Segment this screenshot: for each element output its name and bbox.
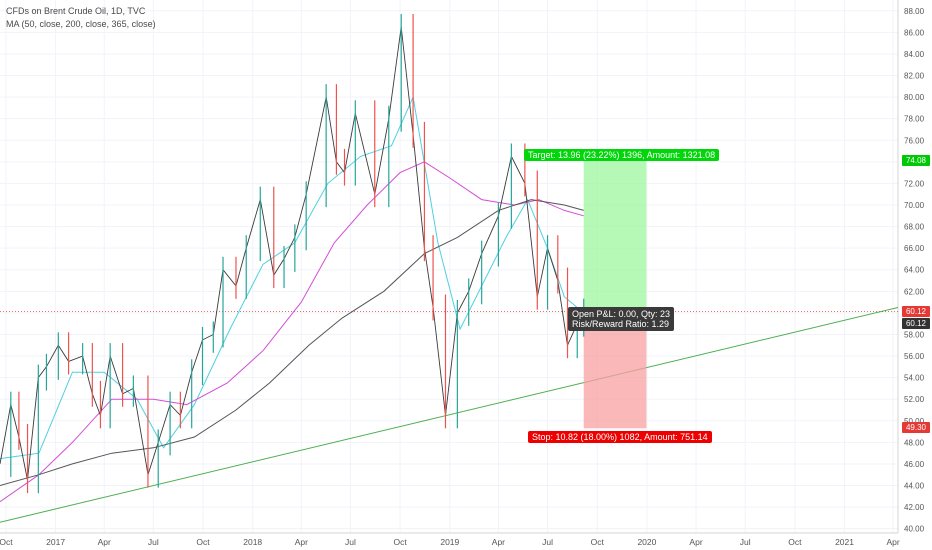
price-line bbox=[0, 26, 585, 481]
x-tick-label: Apr bbox=[295, 537, 308, 547]
support-trendline bbox=[0, 307, 899, 523]
x-tick-label: Jul bbox=[345, 537, 356, 547]
risk-reward-label: Risk/Reward Ratio: 1.29 bbox=[572, 318, 670, 329]
ma-legend: MA (50, close, 200, close, 365, close) bbox=[6, 19, 156, 29]
chart-legend: CFDs on Brent Crude Oil, 1D, TVC MA (50,… bbox=[6, 5, 156, 31]
x-tick-label: Oct bbox=[591, 537, 605, 547]
ma-line-2 bbox=[0, 161, 584, 503]
stop-label[interactable]: Stop: 10.82 (18.00%) 1082, Amount: 751.1… bbox=[528, 431, 712, 444]
y-tick-label: 58.00 bbox=[904, 330, 925, 339]
x-tick-label: Jul bbox=[542, 537, 553, 547]
stop-price-badge: 49.30 bbox=[902, 422, 930, 434]
x-tick-label: 2020 bbox=[637, 537, 656, 547]
x-tick-label: Apr bbox=[492, 537, 505, 547]
y-tick-label: 86.00 bbox=[904, 28, 925, 37]
last-price-badge: 60.12 bbox=[902, 317, 930, 329]
x-tick-label: Oct bbox=[0, 537, 13, 547]
y-tick-label: 80.00 bbox=[904, 93, 925, 102]
x-tick-label: Oct bbox=[394, 537, 408, 547]
x-tick-label: Apr bbox=[887, 537, 900, 547]
x-tick-label: Jul bbox=[148, 537, 159, 547]
x-tick-label: 2018 bbox=[243, 537, 262, 547]
y-tick-label: 82.00 bbox=[904, 72, 925, 81]
x-tick-label: 2021 bbox=[835, 537, 854, 547]
x-tick-label: Oct bbox=[788, 537, 802, 547]
y-tick-label: 68.00 bbox=[904, 223, 925, 232]
y-tick-label: 56.00 bbox=[904, 352, 925, 361]
grid bbox=[0, 0, 899, 534]
x-tick-label: 2019 bbox=[440, 537, 459, 547]
y-tick-label: 78.00 bbox=[904, 115, 925, 124]
y-tick-label: 88.00 bbox=[904, 7, 925, 16]
trendline-layer bbox=[0, 307, 899, 523]
x-tick-label: 2017 bbox=[46, 537, 65, 547]
ma-line-3 bbox=[0, 199, 584, 486]
y-tick-label: 52.00 bbox=[904, 395, 925, 404]
y-tick-label: 84.00 bbox=[904, 50, 925, 59]
y-tick-label: 54.00 bbox=[904, 374, 925, 383]
stop-zone bbox=[583, 311, 647, 429]
current-price-badge: 60.12 bbox=[902, 305, 930, 317]
y-axis: 40.00 42.00 44.00 46.00 48.00 50.00 52.00 54.00… bbox=[904, 7, 925, 534]
chart-title: CFDs on Brent Crude Oil, 1D, TVC bbox=[6, 6, 146, 16]
target-label[interactable]: Target: 13.96 (23.22%) 1396, Amount: 132… bbox=[524, 148, 720, 161]
y-tick-label: 70.00 bbox=[904, 201, 925, 210]
x-tick-label: Jul bbox=[740, 537, 751, 547]
open-pnl-label: Open P&L: 0.00, Qty: 23 bbox=[572, 308, 671, 319]
x-tick-label: Apr bbox=[689, 537, 702, 547]
position-zones bbox=[583, 160, 647, 429]
y-tick-label: 64.00 bbox=[904, 266, 925, 275]
target-price-badge: 74.08 bbox=[902, 154, 930, 166]
x-tick-label: Apr bbox=[98, 537, 111, 547]
position-info-box[interactable]: Open P&L: 0.00, Qty: 23 Risk/Reward Rati… bbox=[568, 306, 675, 331]
x-tick-label: Oct bbox=[196, 537, 210, 547]
y-tick-label: 76.00 bbox=[904, 136, 925, 145]
target-zone bbox=[583, 160, 647, 312]
y-tick-label: 62.00 bbox=[904, 287, 925, 296]
y-tick-label: 40.00 bbox=[904, 525, 925, 534]
x-axis: Oct 2017 Apr Jul Oct 2018 Apr Jul Oct 2019 Apr Jul O… bbox=[0, 537, 900, 547]
y-tick-label: 42.00 bbox=[904, 503, 925, 512]
y-tick-label: 48.00 bbox=[904, 438, 925, 447]
y-tick-label: 50.00 bbox=[904, 417, 925, 426]
series-layer bbox=[0, 14, 898, 503]
y-tick-label: 46.00 bbox=[904, 460, 925, 469]
ma-line-1 bbox=[0, 95, 585, 460]
y-tick-label: 72.00 bbox=[904, 179, 925, 188]
y-tick-label: 66.00 bbox=[904, 244, 925, 253]
y-tick-label: 44.00 bbox=[904, 482, 925, 491]
